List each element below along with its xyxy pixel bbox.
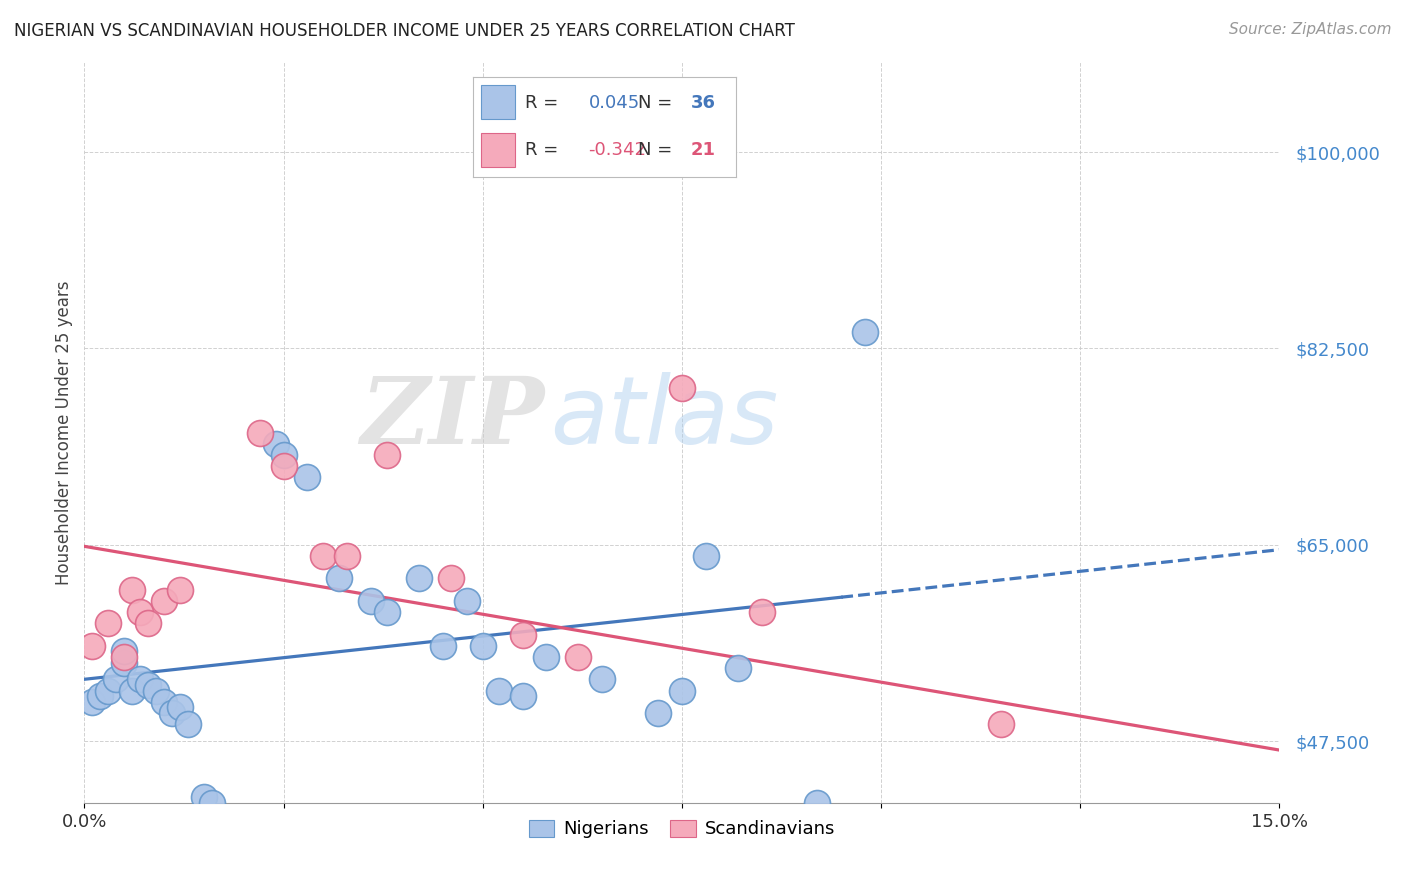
Point bbox=[89, 690, 111, 704]
Y-axis label: Householder Income Under 25 years: Householder Income Under 25 years bbox=[55, 280, 73, 585]
Point bbox=[471, 639, 494, 653]
Point bbox=[82, 695, 104, 709]
Point bbox=[129, 605, 152, 619]
Point bbox=[360, 594, 382, 608]
Point bbox=[990, 717, 1012, 731]
Point bbox=[249, 425, 271, 440]
Point bbox=[375, 605, 398, 619]
Point bbox=[129, 673, 152, 687]
Point bbox=[297, 470, 319, 484]
Text: Source: ZipAtlas.com: Source: ZipAtlas.com bbox=[1229, 22, 1392, 37]
Point bbox=[806, 796, 828, 810]
Point bbox=[671, 683, 693, 698]
Point bbox=[591, 673, 613, 687]
Text: atlas: atlas bbox=[551, 372, 779, 463]
Point bbox=[647, 706, 669, 720]
Point bbox=[751, 605, 773, 619]
Point bbox=[177, 717, 200, 731]
Point bbox=[432, 639, 454, 653]
Point bbox=[160, 706, 183, 720]
Point bbox=[671, 381, 693, 395]
Point bbox=[1149, 835, 1171, 849]
Point bbox=[512, 690, 534, 704]
Point bbox=[201, 796, 224, 810]
Point bbox=[727, 661, 749, 675]
Point bbox=[82, 639, 104, 653]
Point bbox=[375, 448, 398, 462]
Point bbox=[273, 448, 295, 462]
Point bbox=[264, 437, 287, 451]
Point bbox=[153, 594, 176, 608]
Point bbox=[121, 582, 143, 597]
Point bbox=[112, 650, 135, 665]
Point bbox=[97, 683, 120, 698]
Point bbox=[328, 571, 350, 585]
Text: NIGERIAN VS SCANDINAVIAN HOUSEHOLDER INCOME UNDER 25 YEARS CORRELATION CHART: NIGERIAN VS SCANDINAVIAN HOUSEHOLDER INC… bbox=[14, 22, 794, 40]
Point bbox=[695, 549, 717, 563]
Point bbox=[273, 459, 295, 474]
Point bbox=[136, 678, 159, 692]
Point bbox=[97, 616, 120, 631]
Legend: Nigerians, Scandinavians: Nigerians, Scandinavians bbox=[522, 813, 842, 846]
Point bbox=[1029, 835, 1052, 849]
Point bbox=[456, 594, 478, 608]
Point bbox=[512, 627, 534, 641]
Point bbox=[567, 650, 589, 665]
Point bbox=[536, 650, 558, 665]
Point bbox=[853, 325, 876, 339]
Point bbox=[488, 683, 510, 698]
Point bbox=[169, 700, 191, 714]
Point bbox=[112, 644, 135, 658]
Point bbox=[440, 571, 463, 585]
Point bbox=[408, 571, 430, 585]
Point bbox=[193, 790, 215, 805]
Point bbox=[112, 656, 135, 670]
Point bbox=[145, 683, 167, 698]
Point bbox=[121, 683, 143, 698]
Text: ZIP: ZIP bbox=[360, 373, 544, 463]
Point bbox=[169, 582, 191, 597]
Point bbox=[153, 695, 176, 709]
Point bbox=[136, 616, 159, 631]
Point bbox=[312, 549, 335, 563]
Point bbox=[336, 549, 359, 563]
Point bbox=[105, 673, 128, 687]
